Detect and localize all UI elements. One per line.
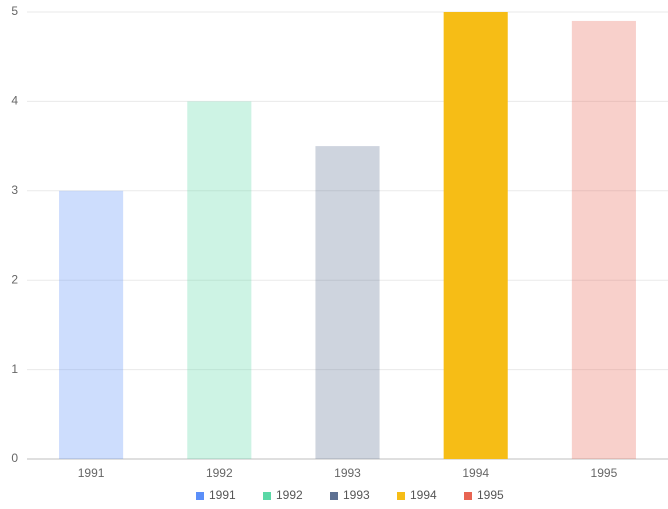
bar[interactable] <box>187 101 252 460</box>
legend-label[interactable]: 1994 <box>410 488 437 502</box>
bar[interactable] <box>571 20 636 459</box>
x-tick-label: 1992 <box>206 466 233 480</box>
legend-label[interactable]: 1995 <box>477 488 504 502</box>
x-tick-label: 1993 <box>334 466 361 480</box>
y-tick-label: 3 <box>11 183 18 197</box>
legend-label[interactable]: 1992 <box>276 488 303 502</box>
legend-swatch[interactable] <box>196 492 204 500</box>
bar[interactable] <box>443 12 508 459</box>
y-tick-label: 1 <box>11 362 18 376</box>
legend-swatch[interactable] <box>263 492 271 500</box>
x-tick-label: 1991 <box>78 466 105 480</box>
legend-swatch[interactable] <box>330 492 338 500</box>
bar[interactable] <box>59 190 124 460</box>
legend-swatch[interactable] <box>464 492 472 500</box>
y-tick-label: 2 <box>11 272 18 286</box>
y-tick-label: 4 <box>11 94 18 108</box>
x-tick-label: 1995 <box>591 466 618 480</box>
legend-label[interactable]: 1991 <box>209 488 236 502</box>
y-tick-label: 5 <box>11 4 18 18</box>
legend-label[interactable]: 1993 <box>343 488 370 502</box>
legend-swatch[interactable] <box>397 492 405 500</box>
y-tick-label: 0 <box>11 451 18 465</box>
x-tick-label: 1994 <box>462 466 489 480</box>
bar[interactable] <box>315 146 380 459</box>
